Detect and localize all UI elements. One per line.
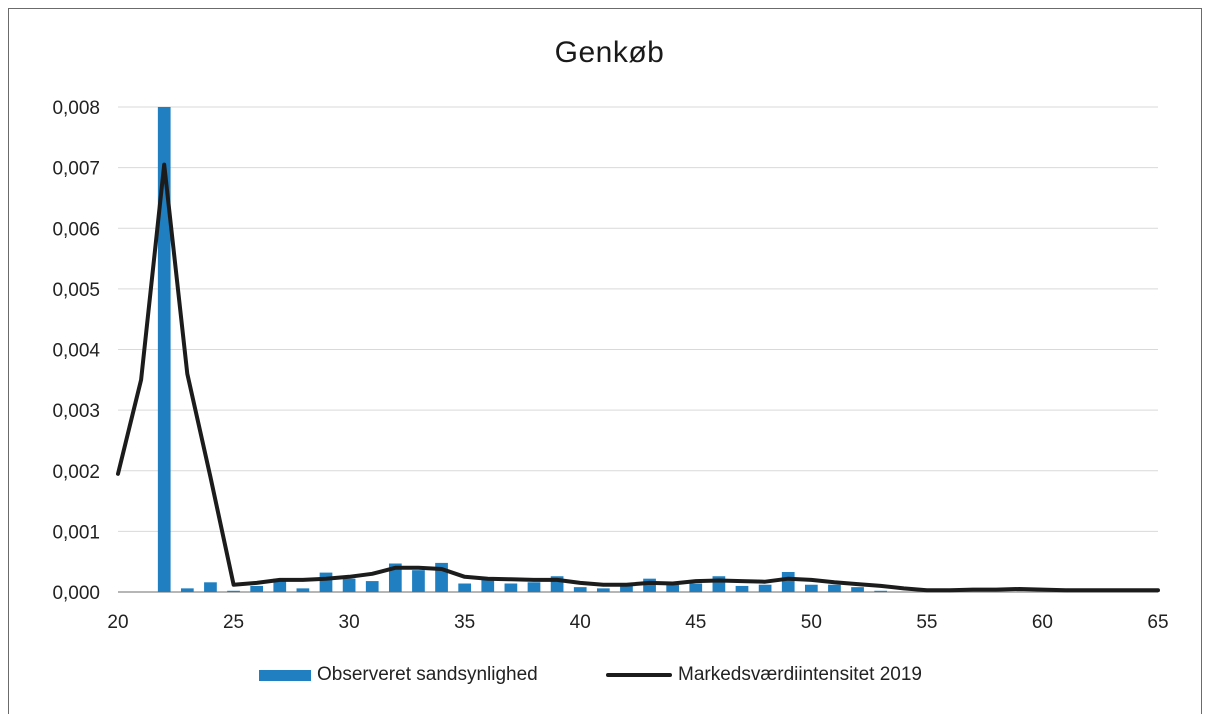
y-tick-label: 0,007 [52, 159, 100, 180]
y-tick-label: 0,003 [52, 401, 100, 422]
bar [851, 587, 864, 592]
bar [157, 107, 171, 592]
bar [828, 584, 841, 592]
bar [689, 583, 703, 592]
x-tick-label: 20 [107, 612, 128, 633]
bar [227, 590, 240, 592]
x-tick-label: 40 [570, 612, 591, 633]
x-tick-label: 30 [339, 612, 360, 633]
bar [573, 587, 587, 592]
chart-title: Genkøb [554, 36, 665, 69]
x-tick-label: 35 [454, 612, 475, 633]
legend-label-intensity: Markedsværdiintensitet 2019 [678, 664, 922, 685]
bar [180, 588, 194, 592]
bar [781, 571, 795, 592]
bar [319, 572, 333, 592]
x-tick-label: 45 [685, 612, 706, 633]
grid-lines [118, 106, 1158, 593]
chart-frame [8, 8, 1202, 714]
x-tick-label: 65 [1147, 612, 1168, 633]
bar [758, 584, 772, 592]
bar [804, 584, 818, 592]
y-tick-label: 0,002 [52, 462, 100, 483]
series-line [116, 162, 1160, 593]
legend-item-observed: Observeret sandsynlighed [259, 664, 538, 686]
legend-swatch-bar [259, 669, 311, 681]
x-tick-label: 55 [916, 612, 937, 633]
bar [735, 585, 749, 592]
bar [250, 585, 264, 592]
legend: Observeret sandsynlighed Markedsværdiint… [0, 664, 1219, 688]
bar [527, 582, 541, 592]
bar [874, 590, 888, 592]
y-tick-label: 0,000 [52, 583, 100, 604]
legend-swatch-line [606, 673, 672, 677]
bar [204, 582, 217, 592]
bar [643, 578, 656, 592]
legend-item-intensity: Markedsværdiintensitet 2019 [606, 664, 922, 686]
bar [365, 581, 379, 592]
y-tick-label: 0,006 [52, 219, 100, 240]
bar [504, 583, 518, 592]
y-tick-label: 0,001 [52, 522, 100, 543]
y-axis-ticks: 0,000 0,001 0,002 0,003 0,004 0,005 0,006 0,007… [52, 98, 100, 604]
y-tick-label: 0,008 [52, 98, 100, 119]
bar [596, 588, 610, 592]
bar [481, 579, 495, 592]
x-tick-label: 25 [223, 612, 244, 633]
line-series [116, 162, 1160, 593]
x-axis-ticks: 20 25 30 35 40 45 50 55 60 65 [107, 612, 1168, 633]
x-tick-label: 50 [801, 612, 822, 633]
bar [458, 583, 472, 592]
y-tick-label: 0,005 [52, 280, 100, 301]
bar [620, 585, 633, 592]
y-tick-label: 0,004 [52, 341, 100, 362]
bar [342, 578, 356, 592]
bar-series [157, 107, 888, 592]
bar [666, 584, 680, 592]
legend-label-observed: Observeret sandsynlighed [317, 664, 538, 685]
bar [412, 570, 425, 592]
bar [296, 588, 310, 592]
x-tick-label: 60 [1032, 612, 1053, 633]
